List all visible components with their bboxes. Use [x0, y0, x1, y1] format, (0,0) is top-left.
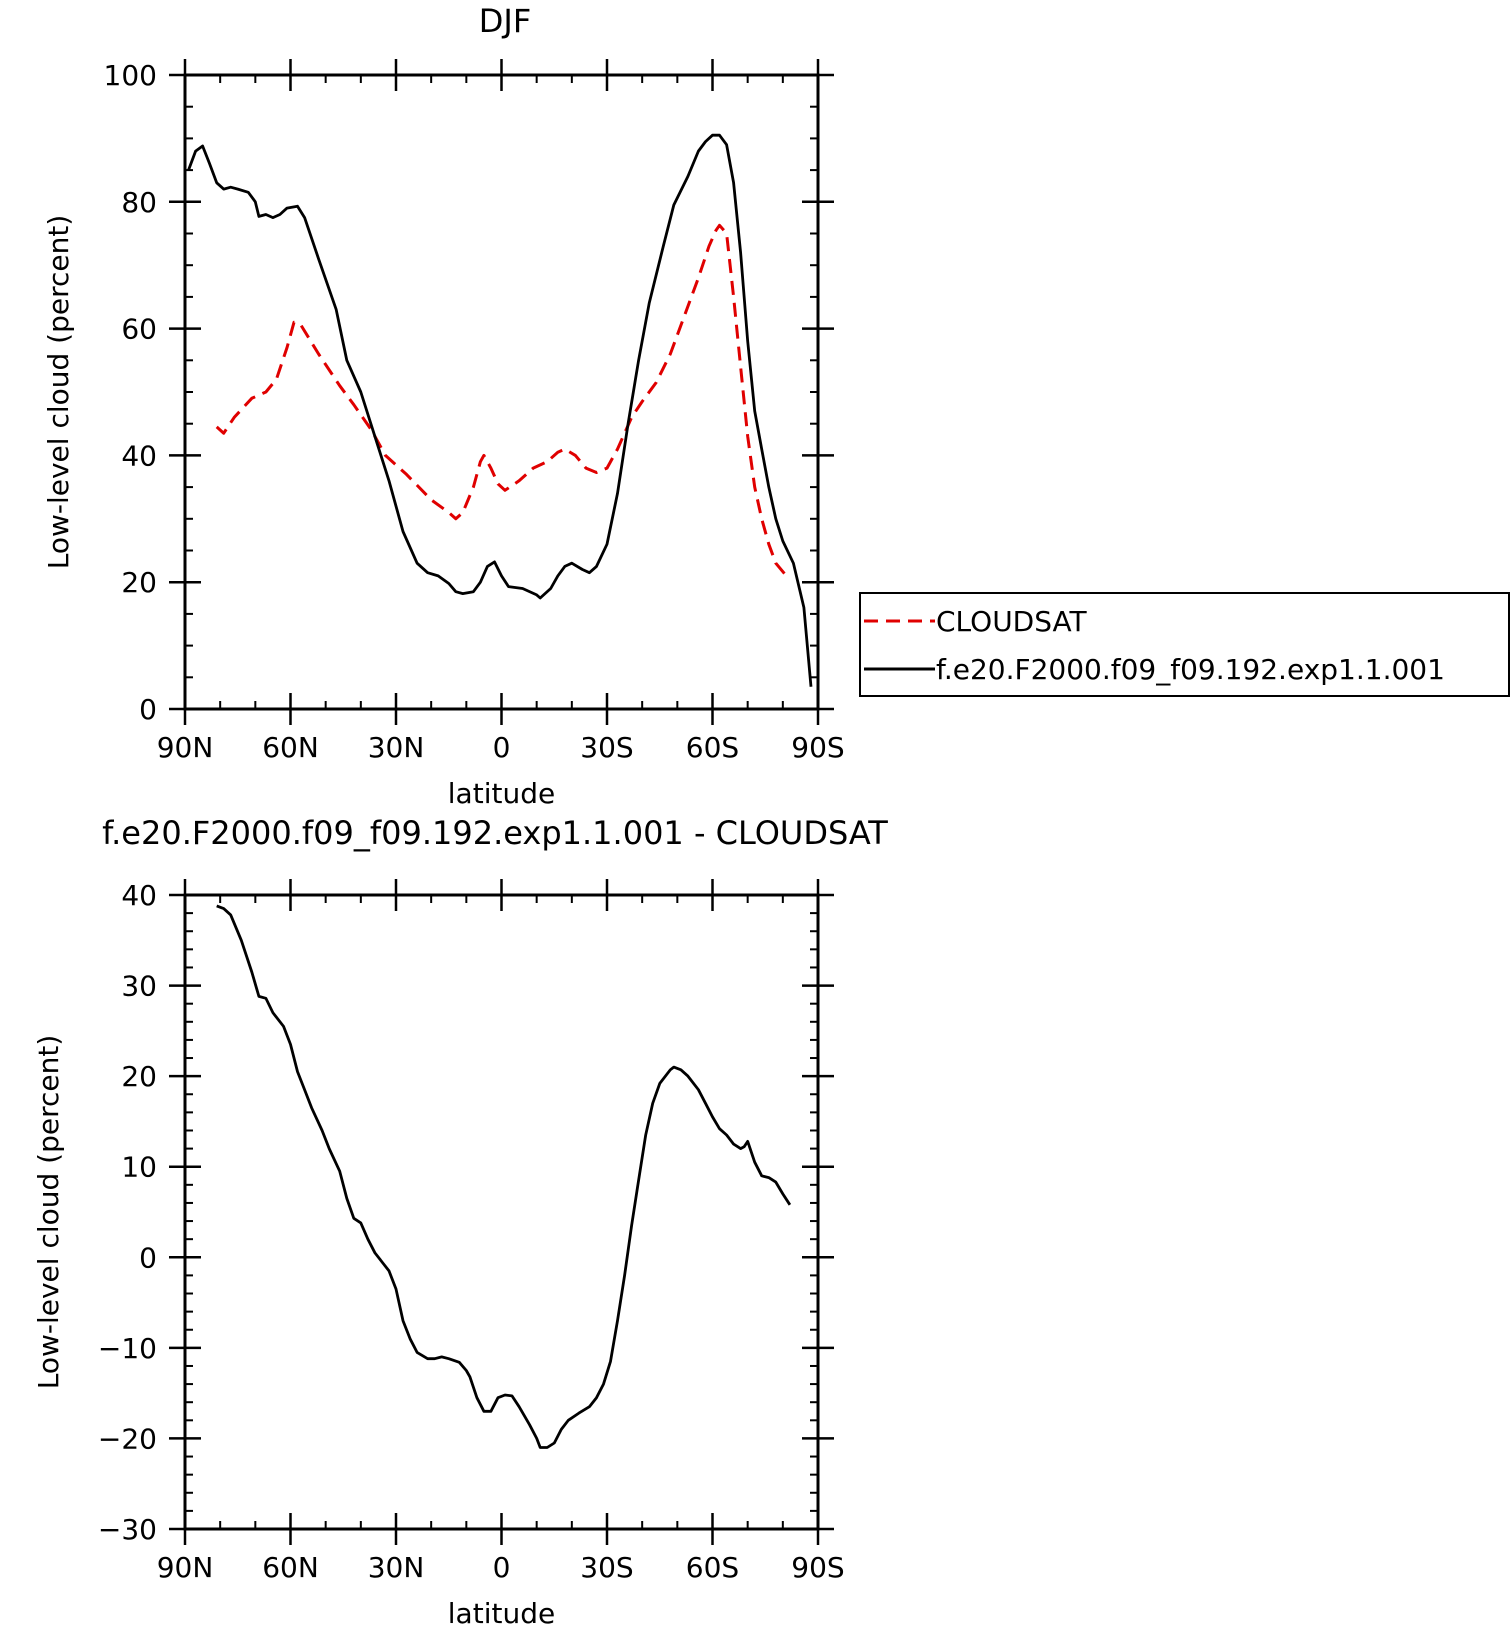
y-tick-label: 60: [121, 313, 157, 346]
x-tick-label: 30N: [368, 731, 425, 764]
x-axis-label: latitude: [448, 1597, 555, 1630]
y-tick-label: 10: [121, 1151, 157, 1184]
series-line-model: [187, 133, 813, 687]
y-tick-label: 20: [121, 566, 157, 599]
y-axis-label: Low-level cloud (percent): [42, 215, 75, 570]
x-tick-label: 30S: [580, 731, 633, 764]
y-tick-label: 30: [121, 970, 157, 1003]
plot-frame: [183, 73, 820, 711]
x-tick-label: 0: [493, 731, 511, 764]
y-tick-label: 40: [121, 879, 157, 912]
chart-title: f.e20.F2000.f09_f09.192.exp1.1.001 - CLO…: [102, 814, 888, 852]
x-tick-label: 60S: [686, 1551, 739, 1584]
y-tick-label: 80: [121, 186, 157, 219]
x-tick-label: 0: [493, 1551, 511, 1584]
y-tick-label: 0: [139, 1241, 157, 1274]
legend: CLOUDSAT f.e20.F2000.f09_f09.192.exp1.1.0…: [859, 592, 1510, 697]
series-line-difference: [216, 904, 792, 1449]
x-tick-label: 90N: [157, 1551, 214, 1584]
x-tick-label: 90S: [791, 731, 844, 764]
legend-label: CLOUDSAT: [936, 605, 1088, 638]
legend-box: [859, 592, 1510, 697]
series-line-cloudsat: [215, 223, 788, 577]
x-tick-label: 30N: [368, 1551, 425, 1584]
y-axis-label: Low-level cloud (percent): [32, 1035, 65, 1390]
plot-frame: [183, 893, 820, 1531]
x-tick-label: 90S: [791, 1551, 844, 1584]
x-tick-label: 60S: [686, 731, 739, 764]
y-tick-label: −10: [98, 1332, 157, 1365]
y-tick-label: 0: [139, 693, 157, 726]
y-tick-label: 40: [121, 439, 157, 472]
y-tick-label: 20: [121, 1060, 157, 1093]
bottom-panel-difference: f.e20.F2000.f09_f09.192.exp1.1.001 - CLO…: [32, 814, 888, 1630]
x-tick-label: 60N: [262, 1551, 319, 1584]
y-tick-label: −20: [98, 1422, 157, 1455]
x-tick-label: 30S: [580, 1551, 633, 1584]
y-tick-label: 100: [104, 59, 157, 92]
x-tick-label: 90N: [157, 731, 214, 764]
chart-title: DJF: [479, 2, 531, 40]
top-panel-djf: DJF 90N 60N 30N 0 30S 60S 90S 0 20 40 60 80 100 latitu…: [42, 2, 845, 810]
x-tick-label: 60N: [262, 731, 319, 764]
legend-label: f.e20.F2000.f09_f09.192.exp1.1.001: [936, 653, 1445, 686]
x-axis-label: latitude: [448, 777, 555, 810]
y-tick-label: −30: [98, 1513, 157, 1546]
